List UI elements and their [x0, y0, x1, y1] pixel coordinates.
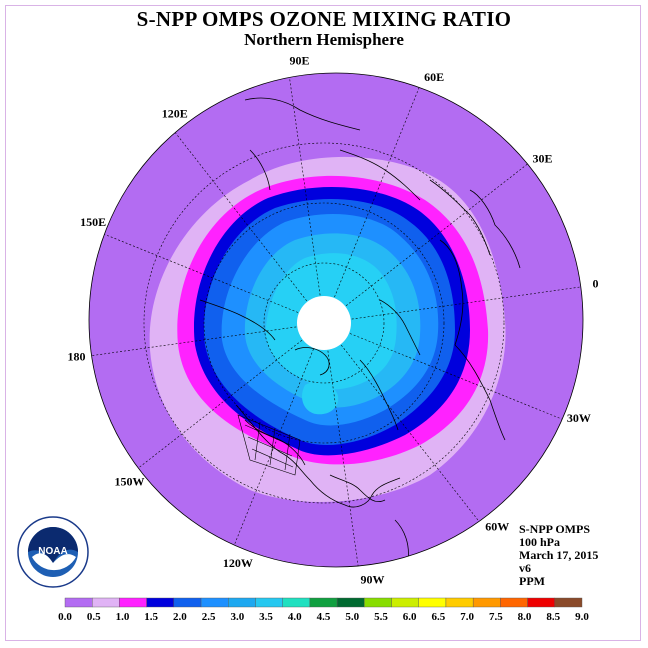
colorbar-tick-label: 1.0	[116, 611, 130, 623]
latitude-circle	[203, 202, 445, 444]
colorbar-tick-label: 6.5	[432, 611, 446, 623]
colorbar-swatch	[228, 597, 256, 608]
longitude-label: 30E	[532, 152, 552, 166]
colorbar-tick-label: 6.0	[403, 611, 417, 623]
longitude-label: 180	[68, 349, 86, 363]
longitude-label: 30W	[567, 411, 591, 425]
page-subtitle: Northern Hemisphere	[244, 30, 404, 49]
info-date: March 17, 2015	[519, 548, 599, 562]
map-border	[88, 72, 584, 568]
colorbar-swatch	[336, 597, 365, 608]
colorbar-tick-label: 0.5	[87, 611, 101, 623]
colorbar-tick-label: 2.0	[173, 611, 187, 623]
colorbar-tick-label: 4.0	[288, 611, 302, 623]
colorbar-tick-label: 3.5	[259, 611, 273, 623]
meridian-line	[89, 322, 325, 366]
colorbar-swatch	[255, 597, 283, 608]
longitude-label: 150W	[115, 474, 145, 488]
colorbar-swatch	[92, 597, 120, 608]
contour-band-4.0	[302, 382, 339, 415]
longitude-label: 120W	[223, 556, 253, 570]
page-title: S-NPP OMPS OZONE MIXING RATIO	[136, 7, 512, 31]
colorbar-swatch	[527, 597, 555, 608]
info-instrument: S-NPP OMPS	[519, 522, 590, 536]
info-units: PPM	[519, 574, 545, 588]
meridian-line	[323, 73, 437, 324]
colorbar-swatch	[200, 597, 229, 608]
noaa-logo-text: NOAA	[38, 546, 67, 557]
polar-data-gap	[297, 296, 351, 350]
colorbar-tick-label: 7.0	[460, 611, 474, 623]
noaa-logo: NOAA	[17, 516, 89, 588]
colorbar-tick-label: 1.5	[144, 611, 158, 623]
colorbar-swatch	[282, 597, 311, 608]
colorbar-tick-label: 8.5	[546, 611, 560, 623]
page-frame	[5, 5, 641, 641]
longitude-label: 150E	[80, 215, 106, 229]
meridian-line	[323, 280, 583, 324]
colorbar-swatch	[64, 597, 93, 608]
colorbar-swatch	[554, 597, 583, 608]
meridian-line	[323, 322, 583, 436]
colorbar-swatches	[64, 597, 583, 608]
colorbar-swatch	[391, 597, 419, 608]
colorbar-swatch	[500, 597, 528, 608]
colorbar-tick-label: 8.0	[518, 611, 532, 623]
longitude-labels: 90E 60E 30E 0 30W 60W 90W 120W 150W 180 150E 120E	[68, 54, 599, 587]
longitude-label: 90W	[360, 572, 384, 586]
info-version: v6	[519, 561, 531, 575]
colorbar-tick-label: 9.0	[575, 611, 589, 623]
longitude-label: 60E	[424, 70, 444, 84]
longitude-label: 0	[592, 277, 598, 291]
hatched-region	[237, 414, 301, 476]
colorbar-swatch	[146, 597, 175, 608]
longitude-label: 120E	[162, 107, 188, 121]
colorbar-swatch	[119, 597, 147, 608]
colorbar-swatch	[173, 597, 202, 608]
colorbar-swatch	[309, 597, 338, 608]
meridian-line	[323, 138, 561, 324]
colorbar-tick-label: 4.5	[317, 611, 331, 623]
meridian-line	[323, 322, 367, 567]
colorbar-tick-label: 3.0	[230, 611, 244, 623]
colorbar-swatch	[364, 597, 392, 608]
colorbar-swatch	[472, 597, 501, 608]
latitude-circle	[263, 262, 385, 384]
colorbar-tick-label: 7.5	[489, 611, 503, 623]
longitude-label: 90E	[290, 54, 310, 68]
colorbar-tick-label: 5.5	[374, 611, 388, 623]
latitude-circle	[143, 142, 505, 504]
colorbar-tick-label: 2.5	[202, 611, 216, 623]
longitude-label: 60W	[485, 519, 509, 533]
colorbar-swatch	[445, 597, 474, 608]
colorbar: 0.0 0.5 1.0 1.5 2.0 2.5 3.0 3.5 4.0 4.5 5.0 5.5 6.0 6…	[58, 597, 589, 623]
colorbar-tick-label: 0.0	[58, 611, 72, 623]
colorbar-tick-label: 5.0	[345, 611, 359, 623]
colorbar-swatch	[418, 597, 447, 608]
meridian-line	[323, 322, 509, 560]
info-level: 100 hPa	[519, 535, 561, 549]
colorbar-ticks: 0.0 0.5 1.0 1.5 2.0 2.5 3.0 3.5 4.0 4.5 5.0 5.5 6.0 6…	[58, 611, 589, 623]
